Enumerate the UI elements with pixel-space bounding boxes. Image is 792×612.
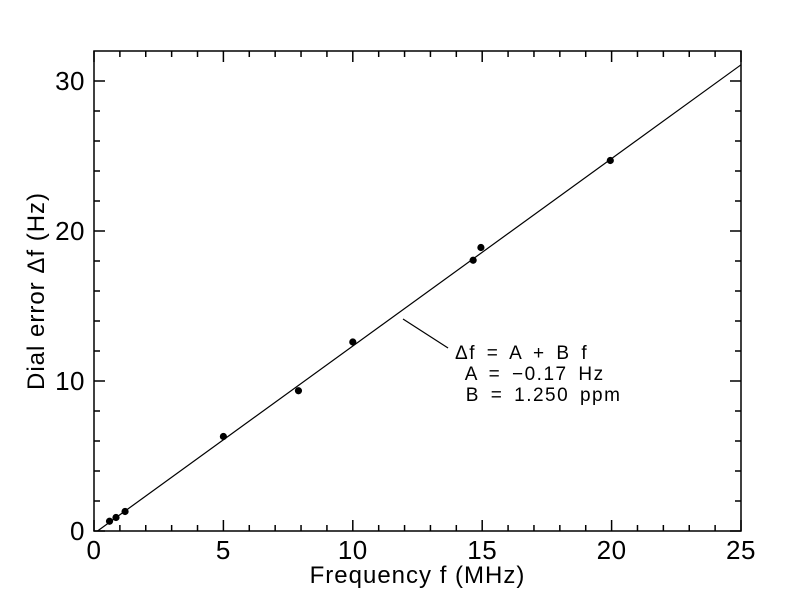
- fit-line: [97, 64, 742, 532]
- data-point: [219, 432, 227, 441]
- x-tick-label: 5: [216, 535, 231, 565]
- x-tick-label: 0: [87, 535, 102, 565]
- data-point: [477, 243, 485, 252]
- data-point: [294, 387, 303, 395]
- annotation-line-1: Δf = A + B f: [455, 343, 588, 364]
- y-tick-label: 30: [55, 66, 85, 96]
- y-tick-label: 20: [55, 216, 85, 246]
- x-axis-title: Frequency f (MHz): [310, 562, 526, 589]
- x-tick-label: 15: [467, 535, 497, 565]
- data-point: [121, 507, 129, 516]
- data-point: [349, 338, 357, 346]
- y-tick-label: 0: [70, 516, 85, 546]
- x-tick-label: 10: [338, 535, 368, 565]
- y-tick-label: 10: [55, 366, 85, 396]
- annotation-line-2: A = −0.17 Hz: [455, 364, 605, 385]
- x-tick-label: 20: [597, 535, 627, 565]
- annotation-leader-line: [402, 318, 449, 349]
- data-point: [112, 513, 120, 522]
- y-axis-title: Dial error Δf (Hz): [23, 192, 50, 390]
- x-tick-label: 25: [726, 535, 756, 565]
- plot-frame: [93, 50, 742, 532]
- data-point: [606, 156, 614, 165]
- data-point: [469, 256, 477, 264]
- data-point: [105, 517, 114, 525]
- annotation-line-3: B = 1.250 ppm: [455, 385, 621, 406]
